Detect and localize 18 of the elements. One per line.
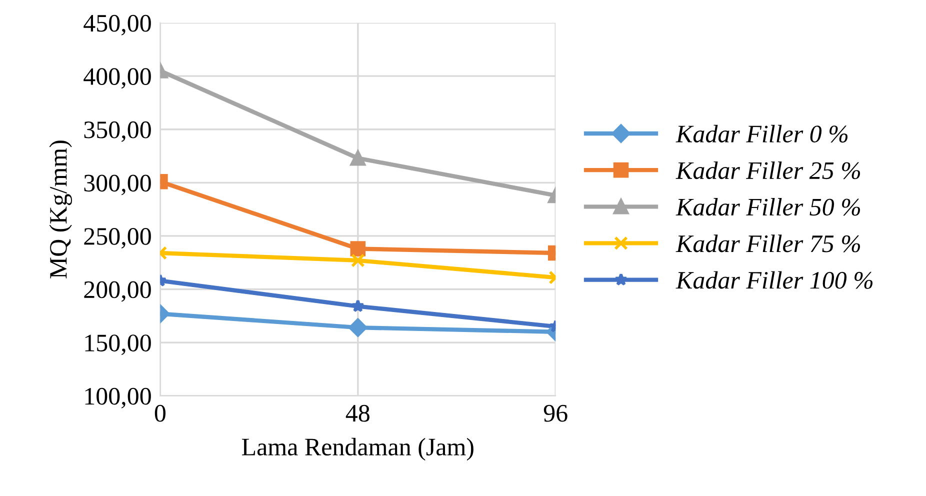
y-tick-label: 300,00 (84, 174, 151, 196)
y-axis-title: MQ (Kg/mm) (49, 140, 72, 278)
y-tick-label: 200,00 (84, 281, 151, 302)
y-tick-label: 350,00 (84, 121, 151, 142)
y-tick-label: 450,00 (84, 14, 151, 36)
y-tick-label: 100,00 (85, 388, 151, 408)
y-tick-label: 400,00 (84, 68, 151, 89)
x-tick-label: 96 (544, 404, 568, 422)
x-axis-title: Lama Rendaman (Jam) (242, 438, 474, 461)
legend-label: Kadar Filler 50 % (676, 198, 860, 216)
y-tick-label: 250,00 (84, 228, 151, 248)
x-tick-label: 48 (346, 404, 370, 422)
x-tick-label: 0 (154, 404, 166, 422)
legend-label: Kadar Filler 0 % (676, 124, 848, 143)
legend-label: Kadar Filler 75 % (676, 234, 860, 252)
legend-label: Kadar Filler 100 % (676, 271, 872, 289)
legend-label: Kadar Filler 25 % (676, 161, 860, 180)
y-tick-label: 150,00 (85, 334, 151, 356)
